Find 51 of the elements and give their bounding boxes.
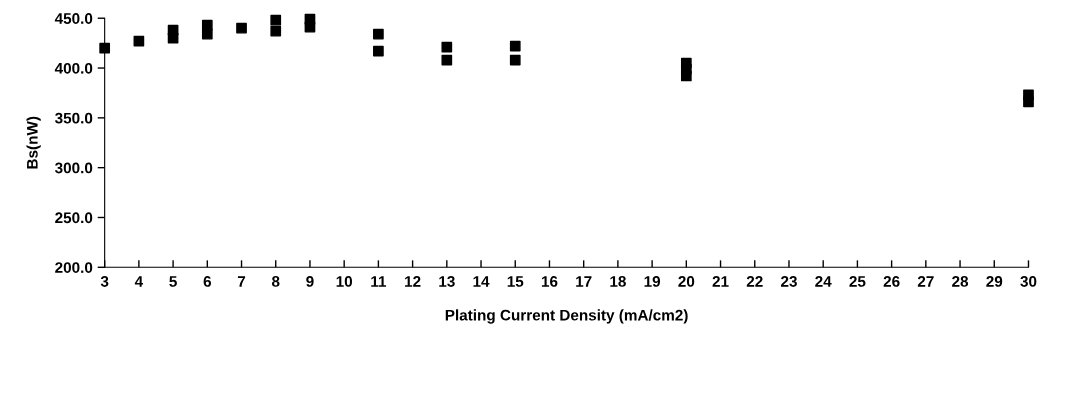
x-tick-label: 11 (371, 276, 387, 287)
y-axis-title: Bs(nW) (26, 116, 41, 169)
x-axis-title: Plating Current Density (mA/cm2) (445, 309, 688, 324)
point (99, 42, 111, 54)
point (680, 70, 692, 82)
y-tick-label: 350.0 (54, 112, 93, 124)
point (1023, 96, 1034, 108)
point (509, 54, 521, 66)
x-tick-label: 3 (100, 276, 109, 287)
point (441, 41, 453, 53)
x-tick-label: 4 (134, 276, 144, 287)
x-tick-label: 18 (610, 276, 626, 287)
x-tick-label: 20 (678, 276, 695, 287)
x-tick-label: 28 (952, 276, 969, 287)
x-tick-label: 14 (473, 276, 490, 287)
x-tick-label: 13 (439, 276, 455, 287)
y-tick-label: 400.0 (54, 62, 93, 74)
point (236, 22, 247, 34)
x-tick-label: 25 (849, 276, 866, 287)
x-tick-label: 23 (781, 276, 797, 287)
x-tick-label: 10 (336, 276, 353, 287)
x-tick-label: 15 (507, 276, 524, 287)
point (441, 54, 453, 66)
x-tick-label: 29 (986, 276, 1003, 287)
y-tick-label: 200.0 (55, 262, 93, 273)
x-tick-label: 27 (917, 276, 934, 287)
point (509, 40, 521, 52)
x-tick-label: 8 (271, 276, 280, 287)
point (270, 25, 282, 37)
x-tick-label: 30 (1020, 276, 1037, 287)
x-tick-label: 12 (405, 276, 421, 287)
point (373, 28, 384, 40)
point (373, 45, 384, 57)
x-tick-label: 24 (815, 276, 832, 287)
x-tick-label: 21 (712, 276, 729, 287)
y-tick-label: 300.0 (54, 162, 93, 174)
x-tick-label: 16 (541, 276, 558, 287)
y-tick-label: 450.0 (54, 13, 93, 24)
x-tick-label: 5 (169, 276, 177, 287)
x-tick-label: 7 (237, 276, 246, 287)
x-tick-label: 22 (746, 276, 763, 287)
y-tick-label: 250.0 (55, 212, 93, 224)
point (270, 14, 282, 26)
x-tick-label: 6 (203, 276, 212, 287)
x-tick-label: 19 (644, 276, 661, 287)
x-tick-label: 9 (306, 276, 314, 287)
x-tick-label: 17 (576, 276, 592, 287)
point (201, 28, 213, 40)
point (304, 21, 316, 33)
point (167, 32, 179, 44)
x-tick-label: 26 (883, 276, 900, 287)
